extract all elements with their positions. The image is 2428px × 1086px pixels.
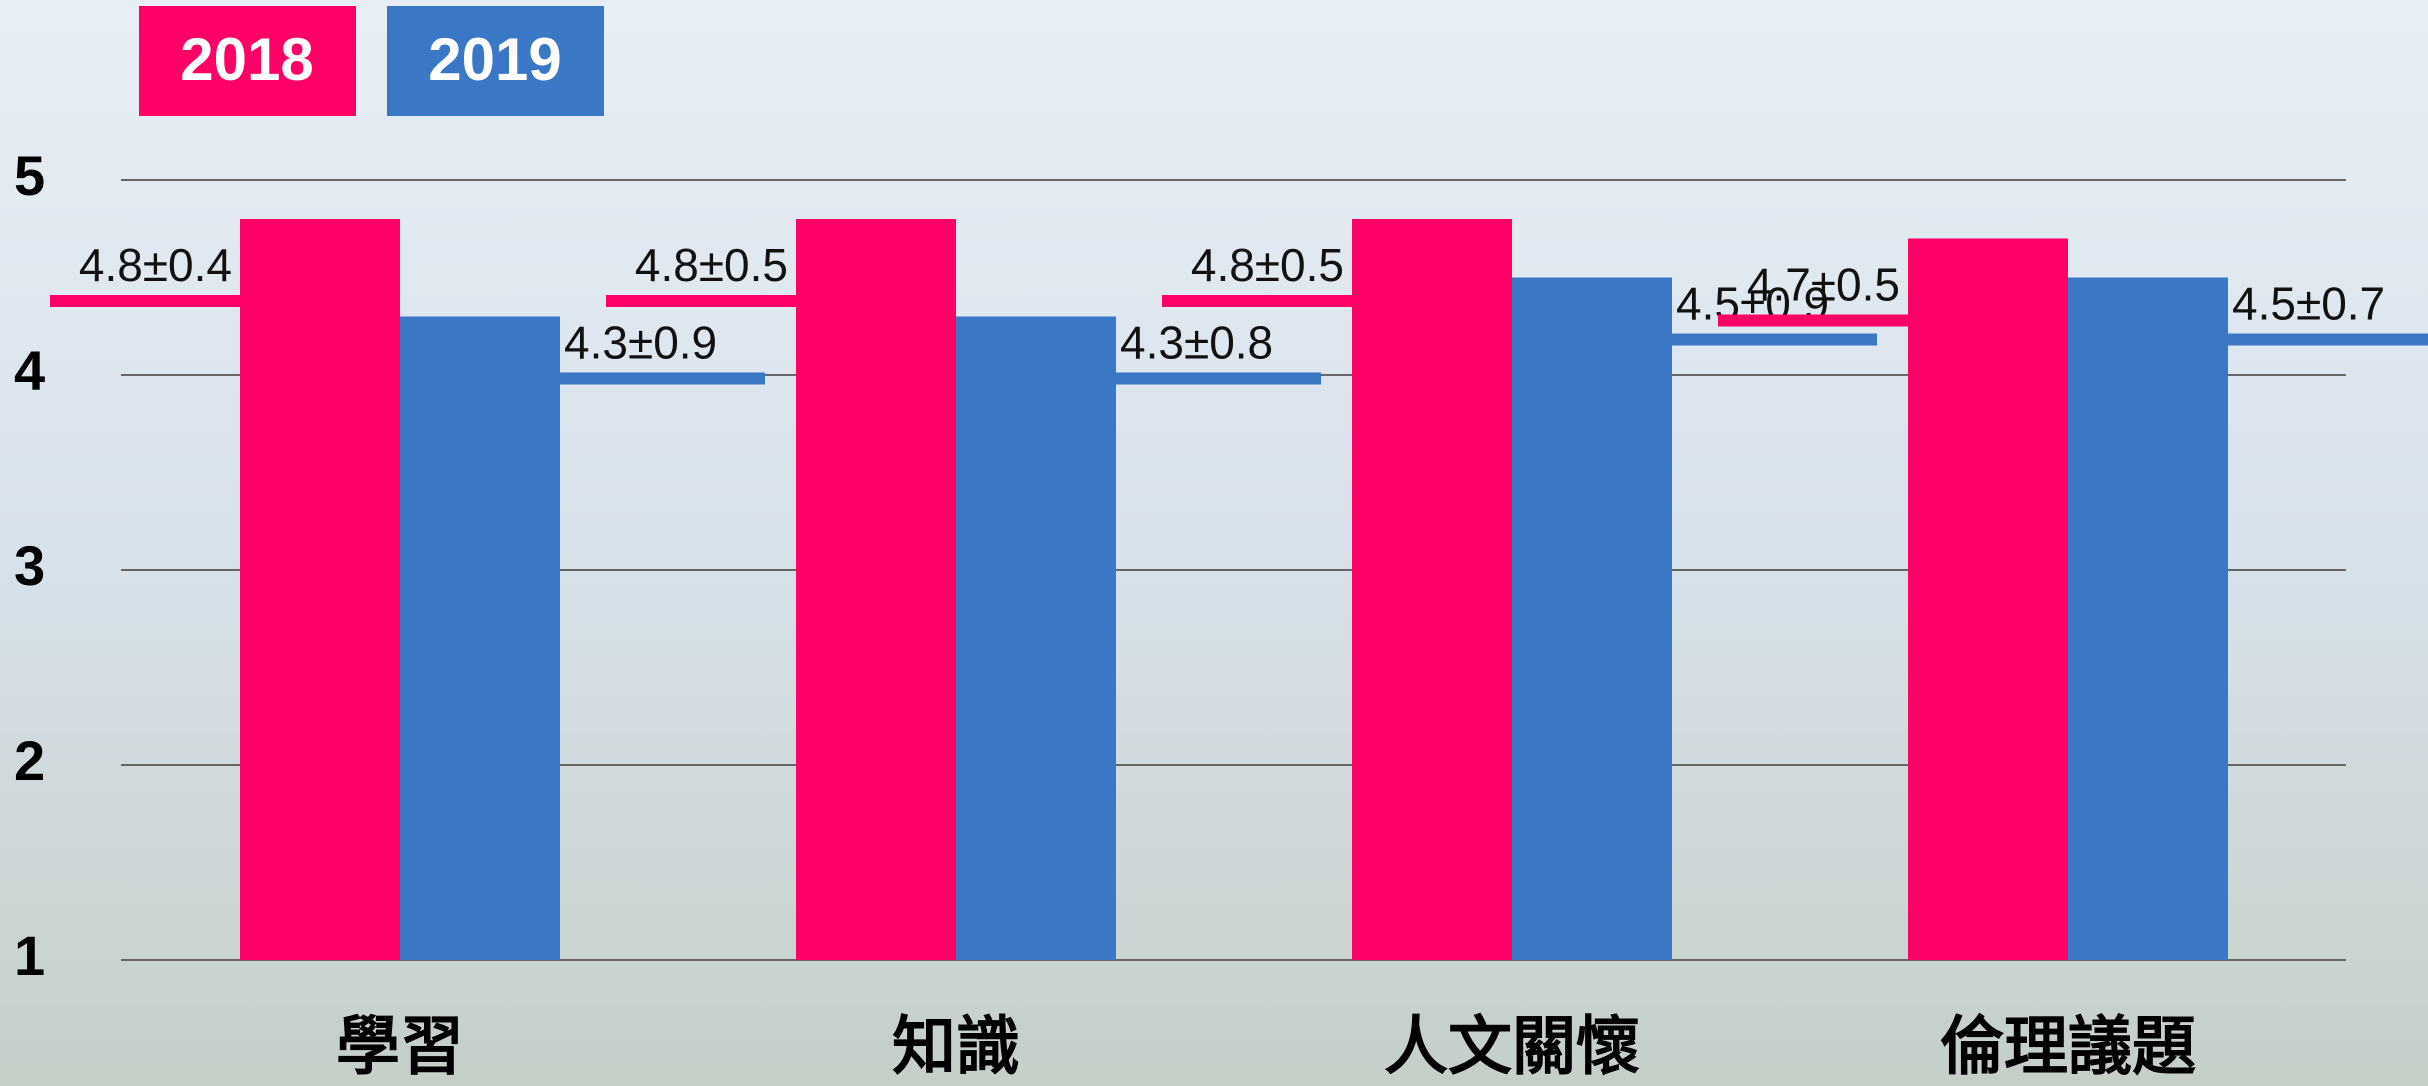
bar (796, 219, 956, 960)
bar (400, 317, 560, 961)
value-label: 4.3±0.8 (1120, 317, 1273, 369)
y-tick-label: 1 (14, 924, 45, 987)
chart: 1 2 3 4 5 2018 2019 學習 4.8±0.4 4.3±0.9 知識 4.8±0.5 4.… (0, 0, 2428, 1086)
bar (240, 219, 400, 960)
value-label: 4.3±0.9 (564, 317, 717, 369)
bar (1352, 219, 1512, 960)
value-label: 4.8±0.5 (1191, 239, 1344, 291)
bar (1908, 239, 2068, 961)
value-label: 4.8±0.5 (635, 239, 788, 291)
x-tick-label: 倫理議題 (1940, 1010, 2196, 1085)
x-tick-label: 知識 (892, 1010, 1020, 1085)
y-tick-label: 5 (14, 144, 45, 207)
value-label: 4.7±0.5 (1747, 259, 1900, 311)
value-label: 4.5±0.7 (2232, 278, 2385, 330)
value-label: 4.8±0.4 (79, 239, 232, 291)
legend-label: 2019 (428, 26, 561, 93)
bar (2068, 278, 2228, 961)
legend-label: 2018 (180, 26, 313, 93)
bar (1512, 278, 1672, 961)
bar (956, 317, 1116, 961)
x-tick-label: 人文關懷 (1384, 1010, 1640, 1085)
y-tick-label: 2 (14, 729, 45, 792)
x-tick-label: 學習 (336, 1010, 464, 1085)
y-tick-label: 4 (14, 339, 45, 402)
y-tick-label: 3 (14, 534, 45, 597)
